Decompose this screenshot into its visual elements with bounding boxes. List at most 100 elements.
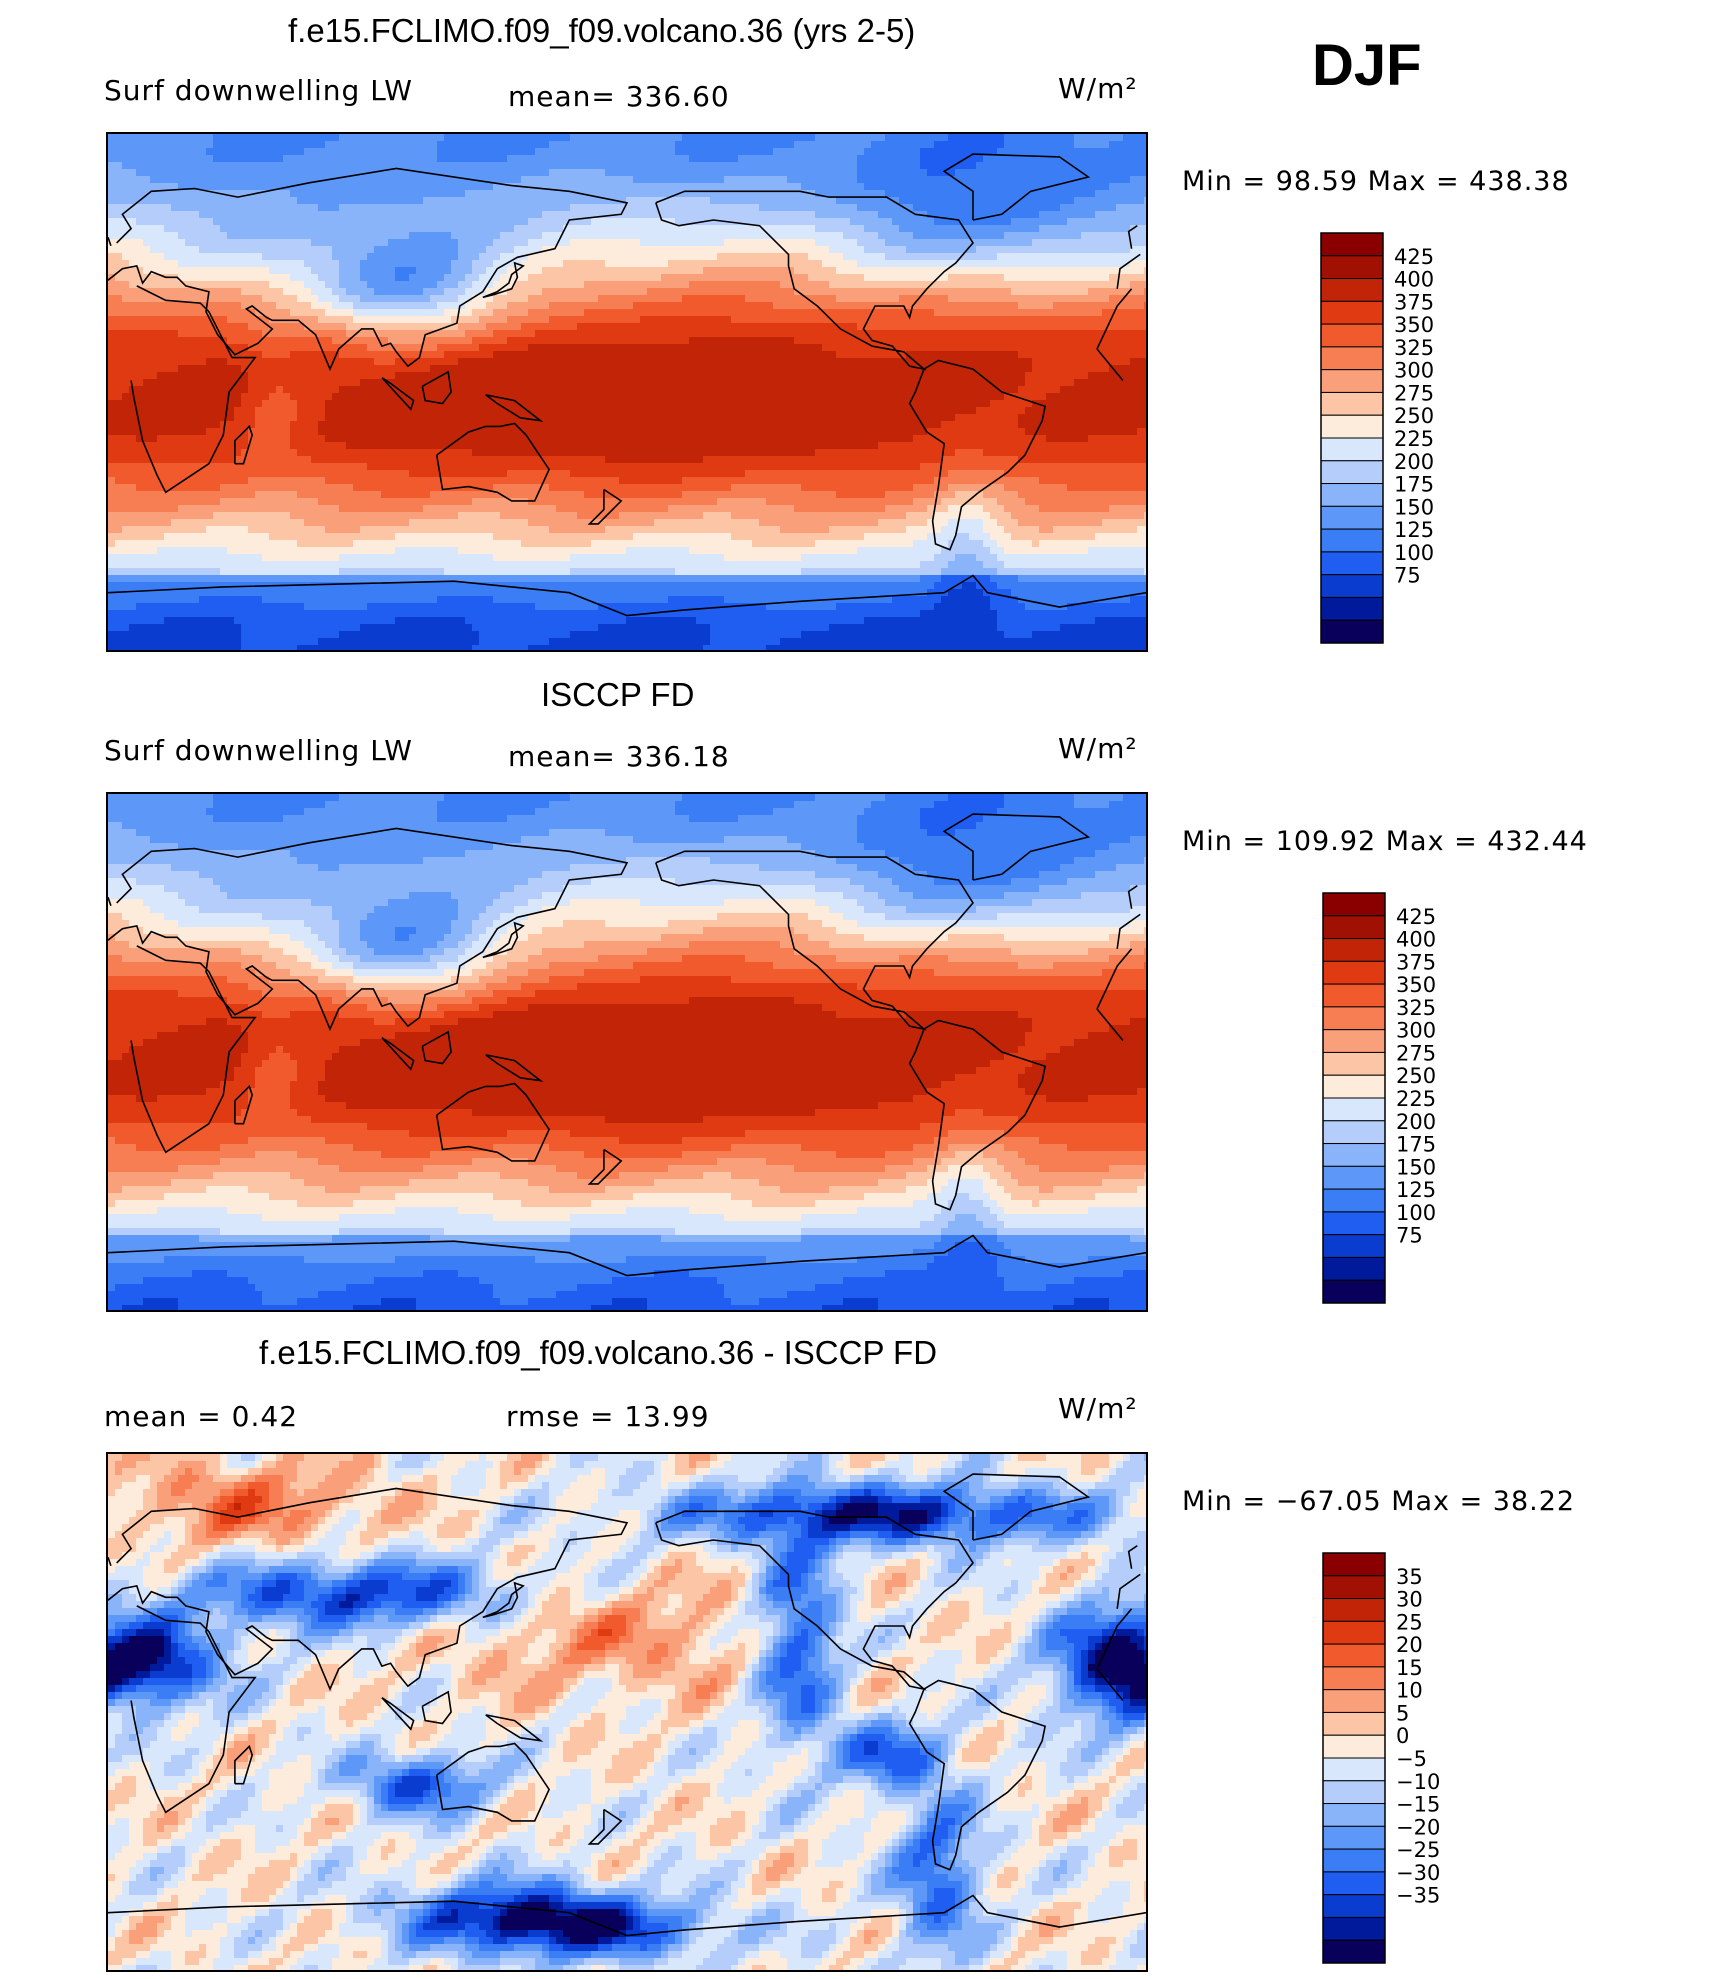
panel-3-colorbar-tick-label: 25 (1396, 1610, 1423, 1634)
panel-3-coastline (942, 1473, 1091, 1541)
panel-3-colorbar-tick-label: −35 (1396, 1884, 1440, 1908)
panel-3-colorbar-swatch (1322, 1848, 1386, 1873)
panel-3-colorbar-swatch (1322, 1575, 1386, 1600)
panel-2-colorbar-tick-label: 150 (1396, 1155, 1436, 1179)
panel-1-colorbar-tick-label: 425 (1394, 245, 1434, 269)
panel-2-colorbar-swatch (1322, 1279, 1386, 1304)
panel-1-colorbar-swatch (1320, 255, 1384, 280)
panel-1-colorbar-tick-label: 325 (1394, 336, 1434, 360)
panel-2-colorbar-tick-label: 275 (1396, 1041, 1436, 1065)
panel-1-colorbar-swatch (1320, 551, 1384, 576)
panel-1-colorbar-swatch (1320, 437, 1384, 462)
panel-2-colorbar-tick-label: 175 (1396, 1133, 1436, 1157)
panel-1-coastline (482, 261, 525, 299)
panel-1-colorbar-swatch (1320, 619, 1384, 644)
panel-2-map (106, 792, 1148, 1312)
panel-2-colorbar-tick-label: 100 (1396, 1201, 1436, 1225)
panel-2-colorbar-swatch (1322, 1211, 1386, 1236)
panel-1-colorbar-tick-label: 250 (1394, 404, 1434, 428)
panel-2-coastline (485, 1054, 544, 1082)
panel-3-coastline (485, 1714, 544, 1742)
panel-1-colorbar-swatch (1320, 505, 1384, 530)
panel-3-colorbar-swatch (1322, 1825, 1386, 1850)
panel-1-colorbar-swatch (1320, 460, 1384, 485)
panel-2-coastline (435, 1082, 551, 1162)
panel-1-colorbar: 4254003753503253002752502252001751501251… (1320, 232, 1434, 644)
panel-2-colorbar-tick-label: 300 (1396, 1019, 1436, 1043)
panel-1-colorbar-tick-label: 300 (1394, 359, 1434, 383)
panel-2-colorbar-swatch (1322, 960, 1386, 985)
panel-3-mean-label: mean = 0.42 (104, 1400, 298, 1433)
panel-3-coastline (108, 1487, 629, 1692)
panel-3-colorbar-swatch (1322, 1620, 1386, 1645)
panel-3-rmse-label: rmse = 13.99 (506, 1400, 710, 1433)
panel-1-colorbar-swatch (1320, 369, 1384, 393)
panel-3-coastline (1096, 1608, 1133, 1670)
panel-1-colorbar-tick-label: 175 (1394, 473, 1434, 497)
panel-1-colorbar-swatch (1320, 346, 1384, 371)
panel-1-colorbar-tick-label: 150 (1394, 495, 1434, 519)
panel-1-field (108, 134, 1146, 650)
panel-3-colorbar-swatch (1322, 1757, 1386, 1782)
panel-1-coastlines (108, 153, 1146, 617)
panel-1-coastline (130, 285, 257, 494)
panel-3-coastline (908, 1679, 1047, 1871)
panel-3-map-canvas (108, 1454, 1146, 1970)
panel-3-coastline (435, 1742, 551, 1822)
panel-1-colorbar-swatch (1320, 232, 1384, 257)
panel-2-colorbar-swatch (1322, 1234, 1386, 1258)
panel-3-units-label: W/m² (1058, 1392, 1138, 1425)
panel-3-coastline (1096, 1668, 1124, 1702)
panel-2-minmax: Min = 109.92 Max = 432.44 (1182, 826, 1588, 857)
panel-1-colorbar-tick-label: 400 (1394, 268, 1434, 292)
panel-2-colorbar-swatch (1322, 892, 1386, 917)
panel-1-coastline (435, 422, 551, 502)
panel-1-coastline (1127, 225, 1138, 249)
panel-2-coastline (234, 1084, 254, 1125)
panel-1-coastline (942, 153, 1091, 221)
panel-3-coastline (108, 1556, 112, 1567)
panel-1-coastline (1096, 348, 1124, 382)
panel-3-colorbar-swatch (1322, 1894, 1386, 1918)
panel-2-coastline (587, 1148, 623, 1185)
panel-1-coastline (587, 488, 623, 525)
panel-2-colorbar-swatch (1322, 915, 1386, 940)
panel-2-colorbar-swatch (1322, 983, 1386, 1008)
panel-3-coastline (1127, 1545, 1138, 1569)
panel-2-colorbar-tick-label: 400 (1396, 928, 1436, 952)
panel-1-variable-label: Surf downwelling LW (104, 74, 413, 107)
panel-3-coastline (421, 1690, 452, 1725)
panel-2-colorbar-swatch (1322, 1074, 1386, 1099)
panel-3-colorbar-tick-label: 0 (1396, 1724, 1409, 1748)
panel-1-coastline (485, 394, 544, 422)
panel-3-coastline (655, 1510, 974, 1691)
panel-3-colorbar-tick-label: −20 (1396, 1815, 1440, 1839)
panel-2-field (108, 794, 1146, 1310)
panel-3-coastline (234, 1744, 254, 1785)
panel-2-coastline (421, 1030, 452, 1065)
panel-3-colorbar-tick-label: −5 (1396, 1747, 1427, 1771)
panel-3-colorbar-tick-label: 35 (1396, 1565, 1423, 1589)
panel-3-colorbar-swatch (1322, 1939, 1386, 1964)
panel-3-colorbar-swatch (1322, 1643, 1386, 1668)
panel-1-coastline (908, 359, 1047, 551)
panel-1-coastline (421, 370, 452, 405)
panel-3-title: f.e15.FCLIMO.f09_f09.volcano.36 - ISCCP … (259, 1334, 937, 1372)
panel-3-coastline (482, 1581, 525, 1619)
panel-2-units-label: W/m² (1058, 732, 1138, 765)
panel-1-map (106, 132, 1148, 652)
panel-1-coastline (108, 236, 112, 247)
panel-2-colorbar-swatch (1322, 1006, 1386, 1031)
panel-1-coastline (234, 424, 254, 465)
panel-2-colorbar-tick-label: 250 (1396, 1064, 1436, 1088)
panel-2-colorbar-tick-label: 425 (1396, 905, 1436, 929)
panel-1-colorbar-tick-label: 200 (1394, 450, 1434, 474)
panel-1-coastline (1096, 288, 1133, 350)
panel-3-colorbar-tick-label: −25 (1396, 1838, 1440, 1862)
panel-3-coastline (587, 1808, 623, 1845)
panel-1-colorbar-tick-label: 100 (1394, 541, 1434, 565)
panel-2-variable-label: Surf downwelling LW (104, 734, 413, 767)
panel-1-colorbar-swatch (1320, 483, 1384, 507)
panel-3-colorbar-tick-label: 10 (1396, 1679, 1423, 1703)
panel-1-colorbar-swatch (1320, 574, 1384, 598)
